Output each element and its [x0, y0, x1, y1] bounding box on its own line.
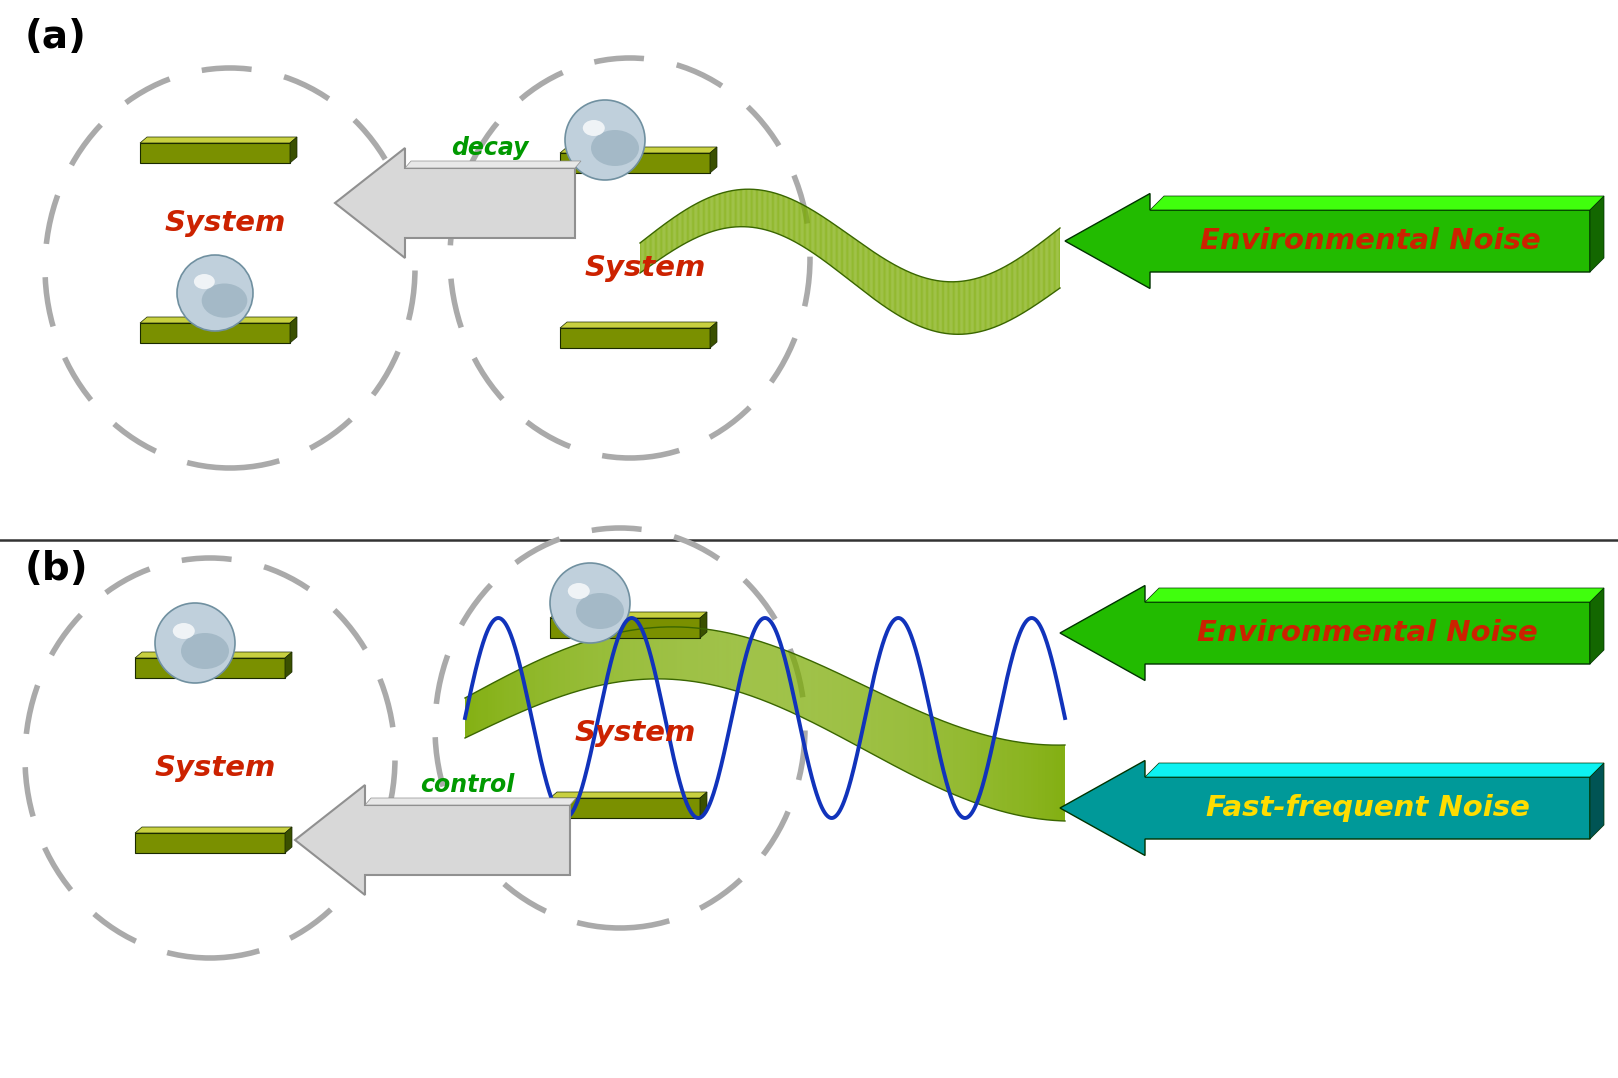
Polygon shape — [134, 827, 291, 833]
Polygon shape — [550, 792, 707, 798]
Polygon shape — [141, 323, 290, 343]
Text: control: control — [421, 773, 515, 797]
Polygon shape — [134, 833, 285, 853]
Polygon shape — [560, 153, 710, 172]
Polygon shape — [285, 827, 291, 853]
Polygon shape — [134, 652, 291, 658]
Polygon shape — [1150, 196, 1603, 210]
Text: (b): (b) — [24, 550, 89, 588]
Polygon shape — [404, 161, 581, 168]
Polygon shape — [1065, 193, 1590, 289]
Polygon shape — [701, 612, 707, 638]
Polygon shape — [560, 322, 717, 328]
Text: System: System — [574, 719, 696, 747]
Ellipse shape — [582, 120, 605, 136]
Polygon shape — [141, 143, 290, 163]
Polygon shape — [1590, 763, 1603, 839]
Circle shape — [155, 603, 235, 683]
Polygon shape — [1146, 588, 1603, 602]
Circle shape — [565, 100, 646, 180]
Text: Environmental Noise: Environmental Noise — [1199, 227, 1540, 255]
Polygon shape — [285, 652, 291, 678]
Ellipse shape — [173, 623, 194, 639]
Ellipse shape — [194, 274, 215, 289]
Text: decay: decay — [451, 136, 529, 160]
Polygon shape — [1060, 585, 1590, 680]
Polygon shape — [290, 137, 298, 163]
Text: System: System — [584, 254, 705, 282]
Polygon shape — [710, 147, 717, 172]
Polygon shape — [701, 792, 707, 818]
Polygon shape — [710, 322, 717, 348]
Polygon shape — [560, 328, 710, 348]
Ellipse shape — [591, 130, 639, 166]
Polygon shape — [335, 148, 574, 258]
Polygon shape — [141, 137, 298, 143]
Text: Environmental Noise: Environmental Noise — [1197, 619, 1537, 647]
Ellipse shape — [181, 633, 230, 669]
Polygon shape — [550, 612, 707, 618]
Polygon shape — [1590, 588, 1603, 664]
Circle shape — [550, 563, 629, 642]
Text: (a): (a) — [24, 18, 87, 56]
Ellipse shape — [576, 593, 625, 628]
Text: System: System — [154, 754, 275, 782]
Polygon shape — [550, 798, 701, 818]
Ellipse shape — [568, 583, 591, 599]
Text: System: System — [165, 209, 286, 237]
Polygon shape — [294, 785, 570, 895]
Circle shape — [176, 255, 252, 331]
Polygon shape — [560, 147, 717, 153]
Polygon shape — [366, 798, 576, 805]
Polygon shape — [1590, 196, 1603, 272]
Polygon shape — [141, 317, 298, 323]
Polygon shape — [1060, 760, 1590, 856]
Polygon shape — [134, 658, 285, 678]
Polygon shape — [550, 618, 701, 638]
Polygon shape — [1146, 763, 1603, 777]
Polygon shape — [290, 317, 298, 343]
Text: Fast-frequent Noise: Fast-frequent Noise — [1205, 794, 1529, 823]
Ellipse shape — [202, 284, 248, 318]
